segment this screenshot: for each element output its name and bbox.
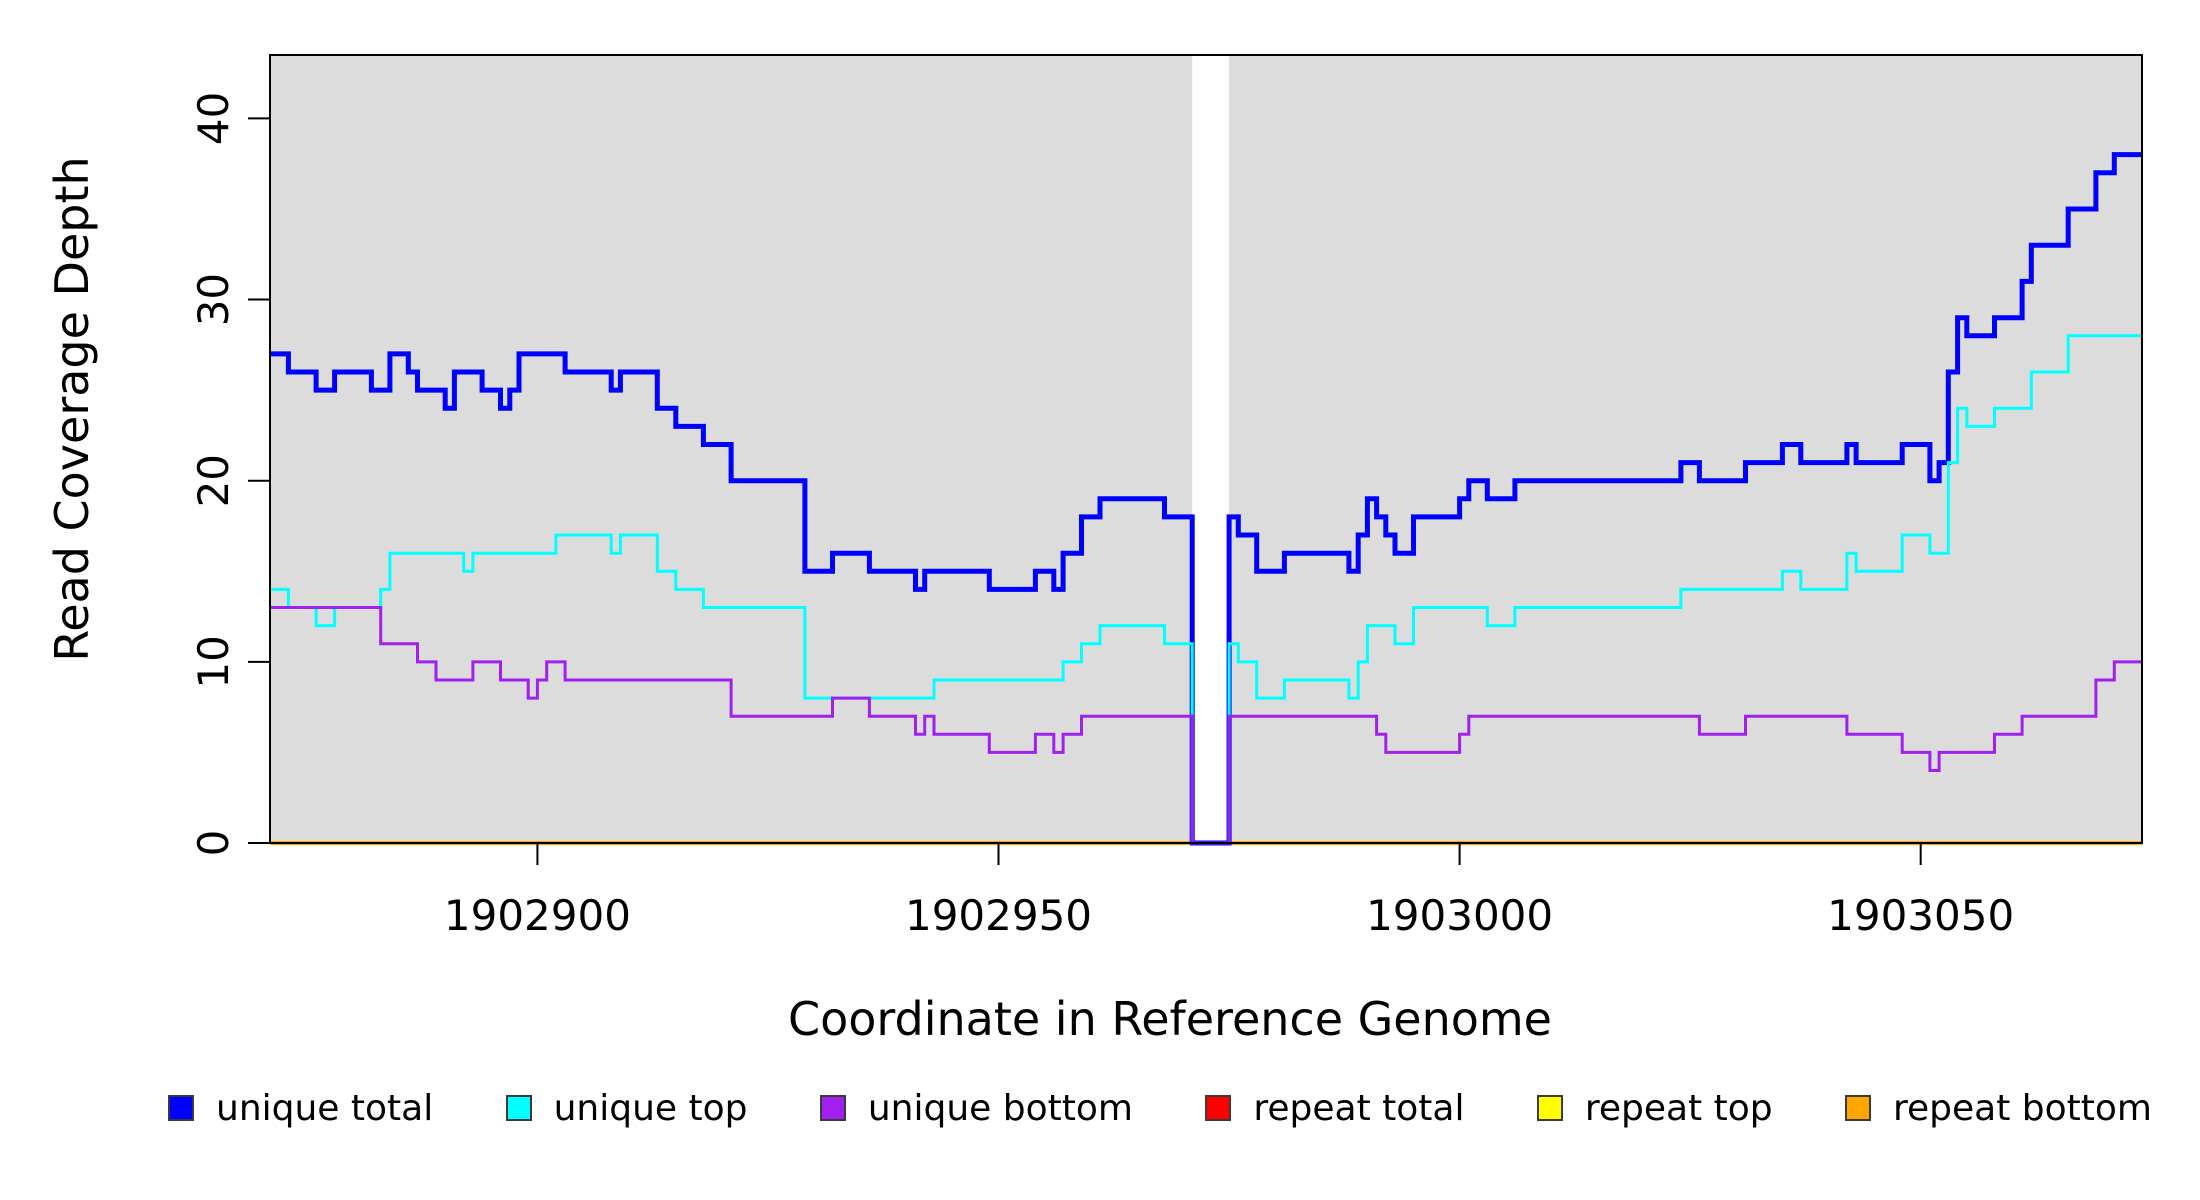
legend-label: repeat total — [1253, 1087, 1465, 1129]
legend-label: repeat bottom — [1892, 1087, 2152, 1129]
coverage-gap-band — [1192, 55, 1230, 843]
x-tick-label: 1902900 — [444, 891, 631, 940]
legend-swatch — [819, 1095, 846, 1121]
legend-swatch — [168, 1095, 194, 1121]
y-tick-label: 40 — [189, 92, 238, 145]
legend-swatch — [505, 1095, 532, 1121]
coverage-plot: 1902900 1902950 1903000 1903050 0 10 20 30 40 Coo… — [45, 54, 2143, 1046]
y-tick-label: 30 — [189, 273, 238, 326]
legend-swatch — [1536, 1095, 1563, 1121]
legend-item-repeat-total: repeat total — [1205, 1088, 1464, 1129]
x-tick-label: 1903050 — [1827, 891, 2014, 940]
y-tick-label: 0 — [189, 830, 238, 857]
x-tick-label: 1902950 — [905, 891, 1092, 940]
y-axis-title: Read Coverage Depth — [45, 156, 99, 661]
legend-swatch — [1844, 1095, 1871, 1121]
legend-item-repeat-top: repeat top — [1536, 1087, 1773, 1129]
legend-item-unique-total: unique total — [168, 1088, 433, 1129]
x-axis-title: Coordinate in Reference Genome — [788, 992, 1552, 1046]
legend-label: repeat top — [1584, 1087, 1773, 1129]
series-unique-top — [270, 334, 2142, 845]
legend-swatch — [1205, 1095, 1232, 1121]
legend-item-unique-bottom: unique bottom — [819, 1087, 1133, 1129]
legend-label: unique top — [553, 1087, 748, 1129]
legend: unique total unique top unique bottom repea… — [168, 1086, 2152, 1130]
legend-item-unique-top: unique top — [505, 1087, 748, 1129]
legend-item-repeat-bottom: repeat bottom — [1844, 1087, 2152, 1129]
y-tick-label: 20 — [189, 454, 238, 507]
plot-border — [269, 54, 2143, 844]
legend-label: unique bottom — [867, 1087, 1133, 1129]
x-tick-label: 1903000 — [1366, 891, 1553, 940]
y-tick-label: 10 — [189, 635, 238, 688]
legend-label: unique total — [216, 1087, 434, 1129]
series-unique-bottom — [270, 606, 2142, 845]
